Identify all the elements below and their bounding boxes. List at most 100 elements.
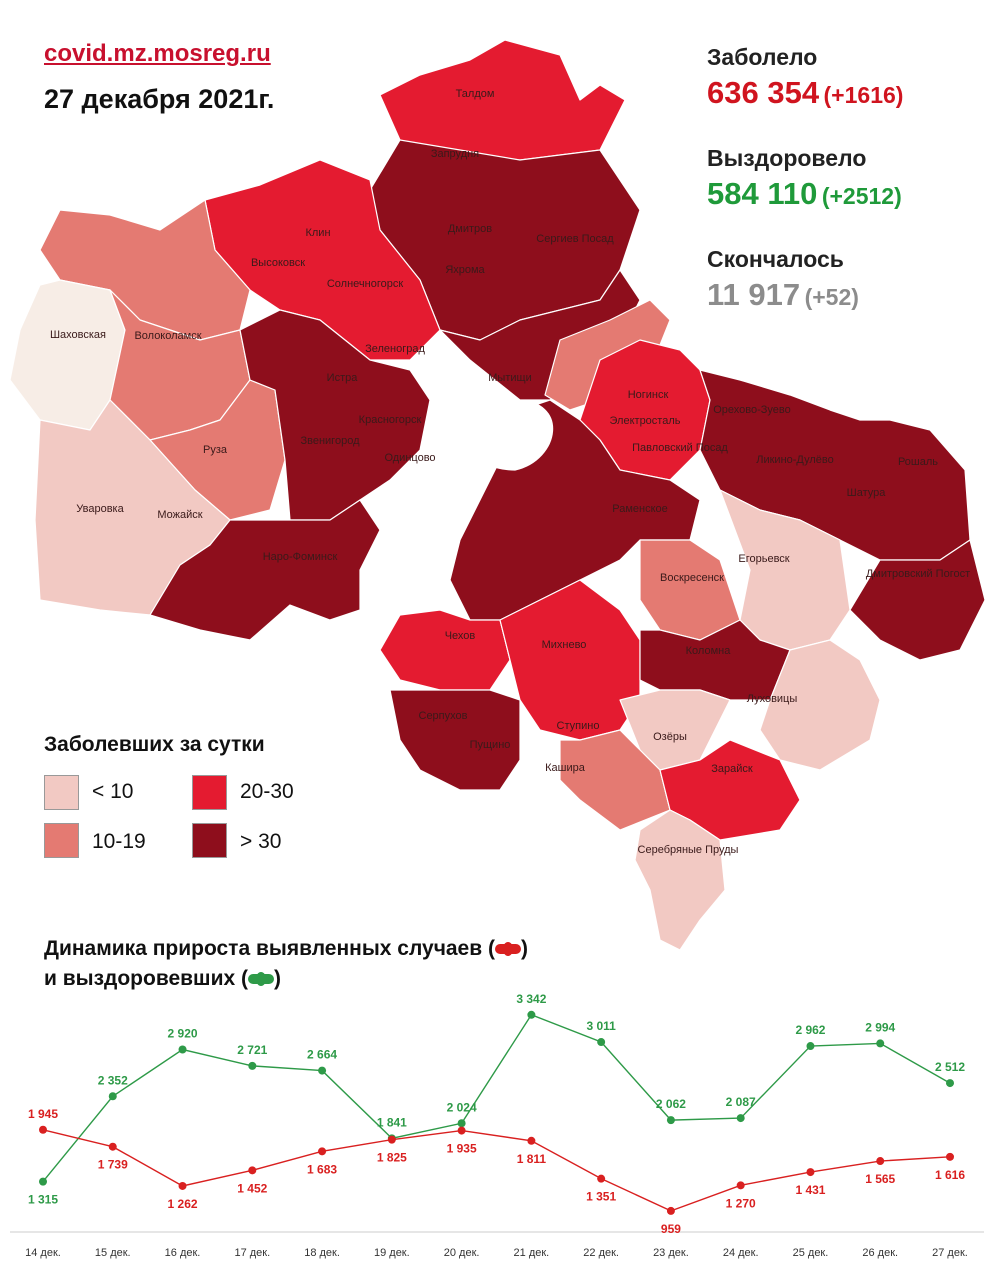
data-point bbox=[946, 1152, 954, 1161]
data-point bbox=[39, 1125, 47, 1134]
data-label: 1 811 bbox=[517, 1152, 547, 1166]
legend-swatch-10-19 bbox=[44, 823, 79, 858]
data-label: 3 342 bbox=[516, 992, 546, 1006]
region-klin-solnechnogorsk bbox=[204, 159, 441, 361]
stat-sick-label: Заболело bbox=[707, 44, 818, 70]
x-tick-label: 18 дек. bbox=[304, 1247, 340, 1259]
data-point bbox=[527, 1010, 536, 1019]
data-point bbox=[248, 1061, 257, 1070]
data-label: 1 739 bbox=[98, 1158, 128, 1172]
map-label: Коломна bbox=[686, 645, 732, 657]
map-label: Зеленоград bbox=[365, 343, 425, 355]
legend-label-lt10: < 10 bbox=[92, 780, 134, 803]
map-label: Шаховская bbox=[50, 329, 106, 341]
map-label: Кашира bbox=[545, 762, 586, 774]
legend-swatch-20-30 bbox=[192, 775, 227, 810]
map-label: Шатура bbox=[847, 487, 887, 499]
recovered-series-line bbox=[42, 1013, 951, 1183]
dynamics-title-line1-end: ) bbox=[520, 937, 528, 960]
map-label: Истра bbox=[327, 372, 359, 384]
data-label: 2 087 bbox=[726, 1095, 756, 1109]
region-map: Талдом Запрудня Клин Дмитров Сергиев Посад Вы… bbox=[9, 39, 986, 951]
green-series-marker-icon bbox=[247, 972, 274, 987]
x-tick-label: 17 дек. bbox=[234, 1247, 270, 1259]
data-label: 1 565 bbox=[865, 1172, 895, 1186]
x-tick-label: 24 дек. bbox=[723, 1247, 759, 1259]
stat-recovered-delta: (+2512) bbox=[821, 183, 902, 209]
map-label: Чехов bbox=[445, 630, 476, 642]
site-link[interactable]: covid.mz.mosreg.ru bbox=[44, 40, 271, 67]
data-label: 2 994 bbox=[865, 1020, 895, 1034]
map-label: Волоколамск bbox=[134, 330, 201, 342]
region-lukhovitsy bbox=[759, 639, 881, 771]
data-point bbox=[39, 1177, 47, 1186]
x-tick-label: 25 дек. bbox=[793, 1247, 829, 1259]
map-label: Раменское bbox=[612, 503, 668, 515]
map-label: Озёры bbox=[653, 731, 687, 743]
map-label: Зарайск bbox=[711, 763, 753, 775]
region-dmitrovsky-pogost bbox=[849, 539, 986, 661]
legend-label-10-19: 10-19 bbox=[92, 830, 146, 853]
data-label: 959 bbox=[661, 1222, 681, 1236]
legend-swatch-gt30 bbox=[192, 823, 227, 858]
x-tick-label: 15 дек. bbox=[95, 1247, 131, 1259]
data-label: 1 315 bbox=[28, 1193, 58, 1207]
map-label: Воскресенск bbox=[660, 572, 724, 584]
map-label: Наро-Фоминск bbox=[263, 551, 338, 563]
legend-label-20-30: 20-30 bbox=[240, 780, 294, 803]
map-label: Яхрома bbox=[445, 264, 485, 276]
map-label: Дмитровский Погост bbox=[866, 568, 970, 580]
moscow-city bbox=[461, 399, 554, 471]
legend-swatch-lt10 bbox=[44, 775, 79, 810]
data-label: 1 452 bbox=[237, 1181, 267, 1195]
report-date: 27 декабря 2021г. bbox=[44, 84, 275, 114]
data-point bbox=[527, 1136, 536, 1145]
map-label: Клин bbox=[305, 227, 330, 239]
region-istra-krasnogorsk bbox=[239, 309, 431, 521]
map-label: Рошаль bbox=[898, 456, 938, 468]
x-tick-label: 21 дек. bbox=[514, 1247, 550, 1259]
data-point bbox=[457, 1119, 466, 1128]
map-label: Можайск bbox=[157, 509, 202, 521]
data-point bbox=[876, 1039, 885, 1048]
stat-died-delta: (+52) bbox=[804, 284, 859, 310]
stat-sick-value: 636 354 bbox=[707, 75, 820, 110]
data-point bbox=[178, 1045, 187, 1054]
data-label: 2 062 bbox=[656, 1097, 686, 1111]
region-serpukhov bbox=[389, 689, 521, 791]
data-label: 1 431 bbox=[795, 1183, 825, 1197]
stat-died-label: Скончалось bbox=[707, 246, 844, 272]
map-label: Дмитров bbox=[448, 223, 492, 235]
x-tick-label: 14 дек. bbox=[25, 1247, 61, 1259]
data-label: 1 616 bbox=[935, 1168, 965, 1182]
data-label: 2 512 bbox=[935, 1060, 965, 1074]
stat-died: Скончалось 11 917 (+52) bbox=[707, 246, 859, 313]
data-label: 1 683 bbox=[307, 1162, 337, 1176]
data-point bbox=[387, 1135, 396, 1144]
region-naro-fominsk bbox=[149, 499, 381, 641]
map-label: Ликино-Дулёво bbox=[756, 454, 834, 466]
x-tick-label: 20 дек. bbox=[444, 1247, 480, 1259]
map-label: Звенигород bbox=[300, 435, 360, 447]
map-label: Мытищи bbox=[488, 372, 531, 384]
stat-recovered: Выздоровело 584 110 (+2512) bbox=[707, 145, 902, 212]
cases-series-line bbox=[42, 1129, 951, 1212]
map-label: Серпухов bbox=[419, 710, 468, 722]
red-series-marker-icon bbox=[494, 942, 521, 957]
stat-died-value: 11 917 bbox=[707, 277, 801, 312]
map-label: Орехово-Зуево bbox=[713, 404, 791, 416]
region-chekhov bbox=[379, 609, 511, 691]
dynamics-title-line2-end: ) bbox=[273, 967, 281, 990]
data-label: 2 664 bbox=[307, 1048, 337, 1062]
data-point bbox=[248, 1166, 257, 1175]
map-label: Павловский Посад bbox=[632, 442, 728, 454]
data-label: 1 270 bbox=[726, 1196, 756, 1210]
data-label: 2 962 bbox=[795, 1023, 825, 1037]
data-label: 3 011 bbox=[586, 1019, 616, 1033]
map-label: Уваровка bbox=[76, 503, 124, 515]
data-point bbox=[108, 1092, 117, 1101]
stat-recovered-value: 584 110 bbox=[707, 176, 818, 211]
map-label: Запрудня bbox=[431, 148, 479, 160]
data-point bbox=[736, 1114, 745, 1123]
data-point bbox=[457, 1126, 466, 1135]
